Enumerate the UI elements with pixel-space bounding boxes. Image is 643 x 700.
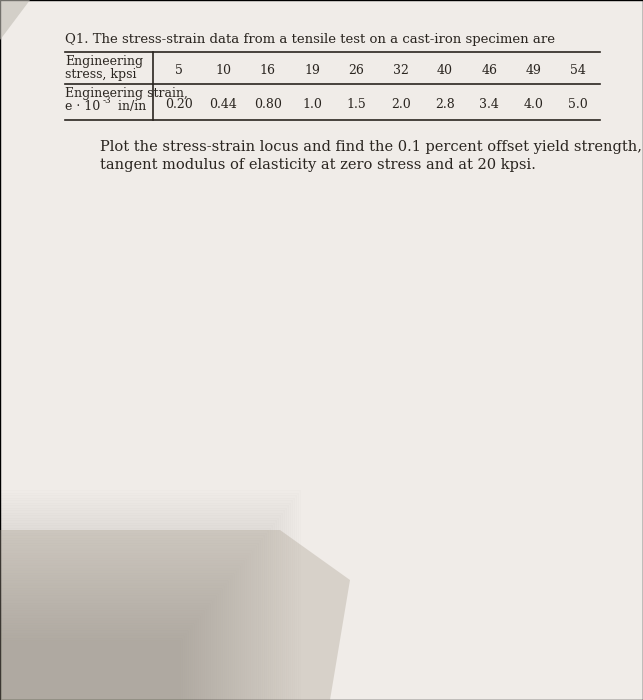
- Text: 16: 16: [260, 64, 276, 76]
- Text: 5: 5: [175, 64, 183, 76]
- Text: Plot the stress-strain locus and find the 0.1 percent offset yield strength, and: Plot the stress-strain locus and find th…: [100, 140, 643, 154]
- Text: -3: -3: [103, 96, 112, 105]
- Text: in/in: in/in: [114, 100, 146, 113]
- Text: 54: 54: [570, 64, 586, 76]
- Text: 3.4: 3.4: [479, 97, 499, 111]
- Polygon shape: [0, 530, 350, 700]
- Text: 4.0: 4.0: [523, 97, 543, 111]
- Text: 49: 49: [525, 64, 541, 76]
- Text: 10: 10: [215, 64, 231, 76]
- Text: 5.0: 5.0: [568, 97, 588, 111]
- Text: Q1. The stress-strain data from a tensile test on a cast-iron specimen are: Q1. The stress-strain data from a tensil…: [65, 33, 555, 46]
- Text: 32: 32: [393, 64, 408, 76]
- Text: 19: 19: [304, 64, 320, 76]
- Text: 1.5: 1.5: [347, 97, 367, 111]
- Text: 40: 40: [437, 64, 453, 76]
- Text: tangent modulus of elasticity at zero stress and at 20 kpsi.: tangent modulus of elasticity at zero st…: [100, 158, 536, 172]
- Text: 46: 46: [481, 64, 497, 76]
- Text: e · 10: e · 10: [65, 100, 100, 113]
- Text: 0.20: 0.20: [165, 97, 193, 111]
- FancyBboxPatch shape: [0, 490, 350, 700]
- Polygon shape: [0, 0, 30, 40]
- Text: 0.80: 0.80: [254, 97, 282, 111]
- Text: 1.0: 1.0: [302, 97, 322, 111]
- Text: stress, kpsi: stress, kpsi: [65, 68, 136, 81]
- Text: Engineering strain,: Engineering strain,: [65, 87, 188, 100]
- Text: 2.0: 2.0: [391, 97, 410, 111]
- Text: Engineering: Engineering: [65, 55, 143, 68]
- Text: 0.44: 0.44: [210, 97, 237, 111]
- Text: 2.8: 2.8: [435, 97, 455, 111]
- Text: 26: 26: [349, 64, 365, 76]
